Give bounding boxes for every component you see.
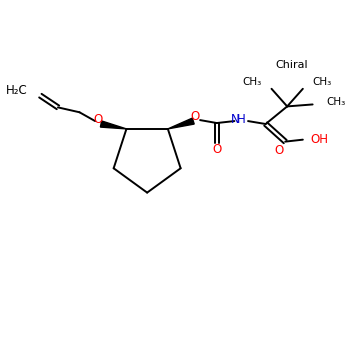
Text: CH₃: CH₃ [313, 77, 332, 87]
Text: H₂C: H₂C [6, 84, 28, 97]
Text: O: O [275, 144, 284, 157]
Text: OH: OH [311, 133, 329, 146]
Text: O: O [93, 113, 103, 126]
Text: O: O [191, 110, 200, 123]
Text: CH₃: CH₃ [243, 77, 262, 87]
Text: H: H [237, 113, 246, 126]
Polygon shape [168, 118, 194, 129]
Text: O: O [212, 143, 222, 156]
Text: N: N [231, 113, 240, 126]
Polygon shape [100, 121, 126, 129]
Text: Chiral: Chiral [276, 60, 308, 70]
Text: CH₃: CH₃ [326, 98, 345, 107]
